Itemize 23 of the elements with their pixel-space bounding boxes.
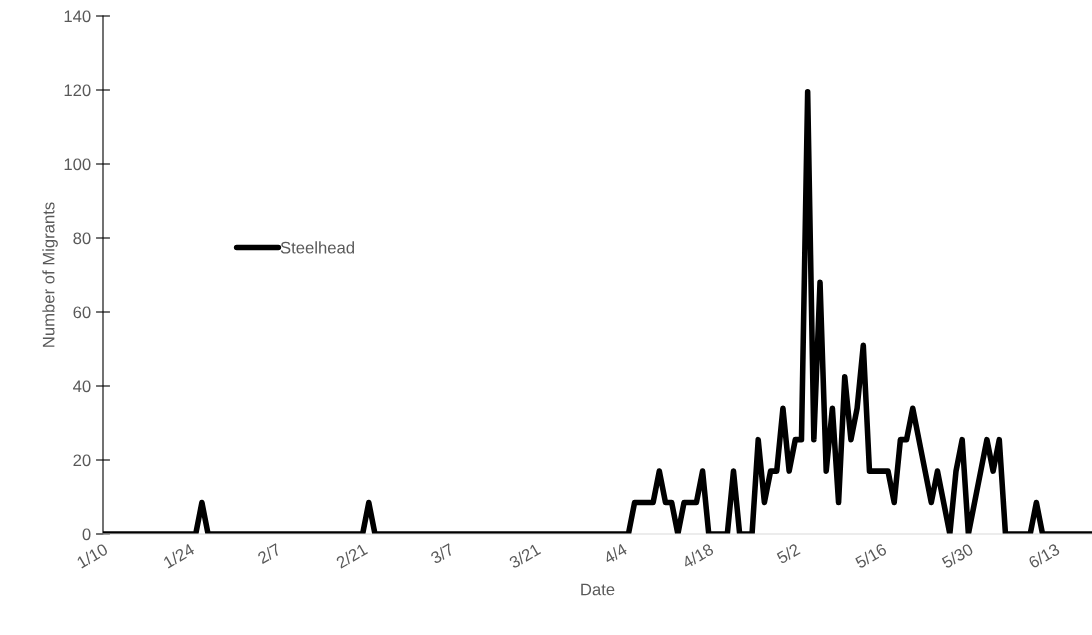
x-tick-label: 5/30 xyxy=(940,542,974,569)
x-tick-label: 5/2 xyxy=(775,542,801,565)
x-axis-title: Date xyxy=(581,583,615,596)
y-tick-label: 60 xyxy=(73,306,91,319)
x-tick-label: 3/21 xyxy=(508,542,542,569)
y-tick-label: 100 xyxy=(64,158,91,171)
x-tick-label: 4/18 xyxy=(681,542,715,569)
x-tick-label: 4/4 xyxy=(602,542,628,565)
x-tick-label: 1/10 xyxy=(76,542,109,569)
x-tick-label: 5/16 xyxy=(854,542,888,569)
legend-label: Steelhead xyxy=(280,241,354,254)
y-tick-label: 0 xyxy=(82,528,91,541)
x-tick-label: 1/24 xyxy=(162,542,196,569)
y-axis-title: Number of Migrants xyxy=(42,202,58,347)
y-tick-label: 120 xyxy=(64,84,91,97)
x-tick-label: 3/7 xyxy=(429,542,455,565)
y-tick-label: 80 xyxy=(73,232,91,245)
y-tick-label: 20 xyxy=(73,454,91,467)
x-tick-label: 6/13 xyxy=(1027,542,1061,569)
y-tick-label: 140 xyxy=(64,10,91,23)
y-tick-label: 40 xyxy=(73,380,91,393)
x-tick-label: 2/21 xyxy=(335,542,369,569)
x-tick-label: 2/7 xyxy=(256,542,282,565)
